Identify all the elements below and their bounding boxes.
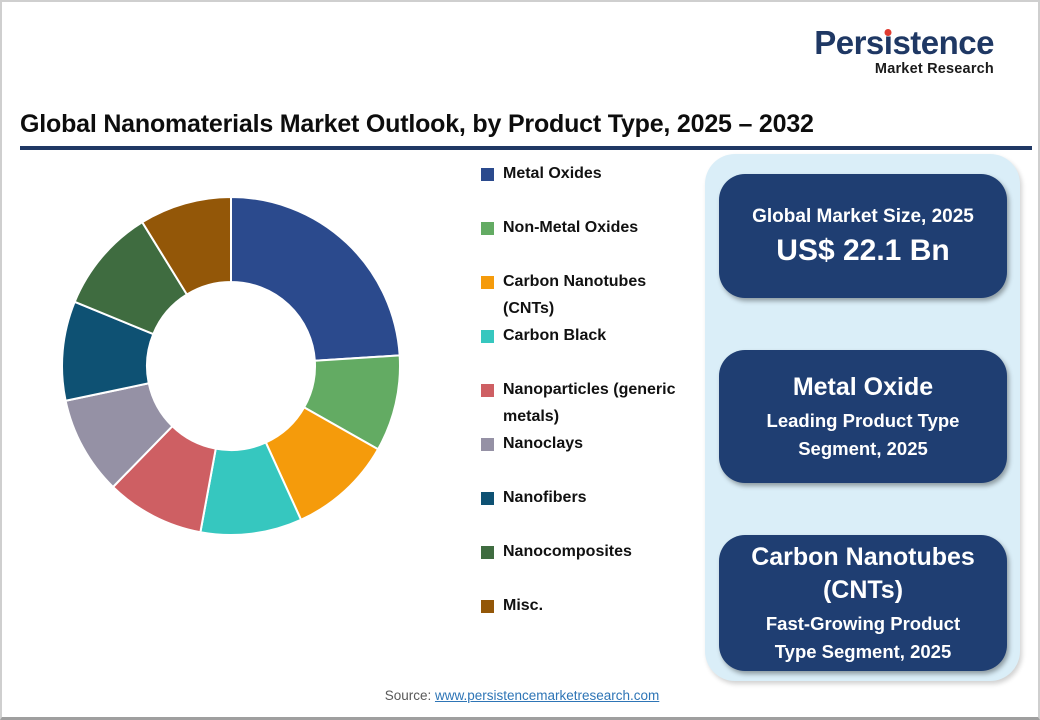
title-underline <box>20 146 1032 150</box>
legend-swatch <box>481 492 494 505</box>
legend-label: Nanofibers <box>503 489 587 506</box>
legend-item-misc: Misc. <box>481 592 713 619</box>
legend-label: Nanoclays <box>503 435 584 452</box>
legend-item-nanoparticles: Nanoparticles (generic metals) <box>481 376 713 430</box>
donut-chart <box>56 191 406 541</box>
legend-label: Nanoparticles (generic metals) <box>503 381 676 425</box>
legend-item-carbon-nanotubes: Carbon Nanotubes (CNTs) <box>481 268 713 322</box>
source-label: Source: <box>384 688 435 703</box>
legend-item-non-metal-oxides: Non-Metal Oxides <box>481 214 713 241</box>
market-size-box: Global Market Size, 2025 US$ 22.1 Bn <box>719 174 1007 298</box>
wordmark-i-red-dot: ı <box>883 24 893 61</box>
brand-wordmark: Persıstence <box>814 26 994 60</box>
fast-growing-segment-subtitle: Fast-Growing Product Type Segment, 2025 <box>765 612 961 662</box>
legend-item-metal-oxides: Metal Oxides <box>481 160 713 187</box>
legend-label: Misc. <box>503 597 544 614</box>
legend-label: Nanocomposites <box>503 543 632 560</box>
legend-swatch <box>481 276 494 289</box>
legend-swatch <box>481 600 494 613</box>
brand-tagline: Market Research <box>874 61 994 77</box>
brand-logo: Persıstence Market Research <box>814 26 994 78</box>
leading-segment-subtitle: Leading Product Type Segment, 2025 <box>766 409 960 459</box>
legend-swatch <box>481 546 494 559</box>
legend-label: Carbon Nanotubes (CNTs) <box>503 273 647 317</box>
chart-legend: Metal Oxides Non-Metal Oxides Carbon Nan… <box>481 160 713 646</box>
donut-slice-metal-oxides <box>230 196 401 362</box>
legend-item-nanoclays: Nanoclays <box>481 430 713 457</box>
legend-swatch <box>481 330 494 343</box>
legend-label: Metal Oxides <box>503 165 602 182</box>
legend-item-carbon-black: Carbon Black <box>481 322 713 349</box>
donut-slice-misc <box>141 196 232 296</box>
legend-item-nanofibers: Nanofibers <box>481 484 713 511</box>
source-link[interactable]: www.persistencemarketresearch.com <box>434 688 660 703</box>
legend-swatch <box>481 384 494 397</box>
wordmark-pre: Pers <box>814 24 884 61</box>
highlight-panel: Global Market Size, 2025 US$ 22.1 Bn Met… <box>705 154 1020 681</box>
legend-item-nanocomposites: Nanocomposites <box>481 538 713 565</box>
page-title: Global Nanomaterials Market Outlook, by … <box>20 110 814 138</box>
wordmark-post: stence <box>892 24 994 61</box>
legend-label: Carbon Black <box>503 327 607 344</box>
legend-swatch <box>481 168 494 181</box>
donut-chart-svg <box>61 196 402 536</box>
market-size-value: US$ 22.1 Bn <box>776 234 950 268</box>
fast-growing-segment-title: Carbon Nanotubes (CNTs) <box>751 542 975 604</box>
market-size-title: Global Market Size, 2025 <box>752 205 974 227</box>
leading-segment-box: Metal Oxide Leading Product Type Segment… <box>719 350 1007 483</box>
source-line: Source: www.persistencemarketresearch.co… <box>2 688 1038 703</box>
legend-label: Non-Metal Oxides <box>503 219 639 236</box>
fast-growing-segment-box: Carbon Nanotubes (CNTs) Fast-Growing Pro… <box>719 535 1007 671</box>
legend-swatch <box>481 222 494 235</box>
legend-swatch <box>481 438 494 451</box>
leading-segment-title: Metal Oxide <box>792 372 934 401</box>
